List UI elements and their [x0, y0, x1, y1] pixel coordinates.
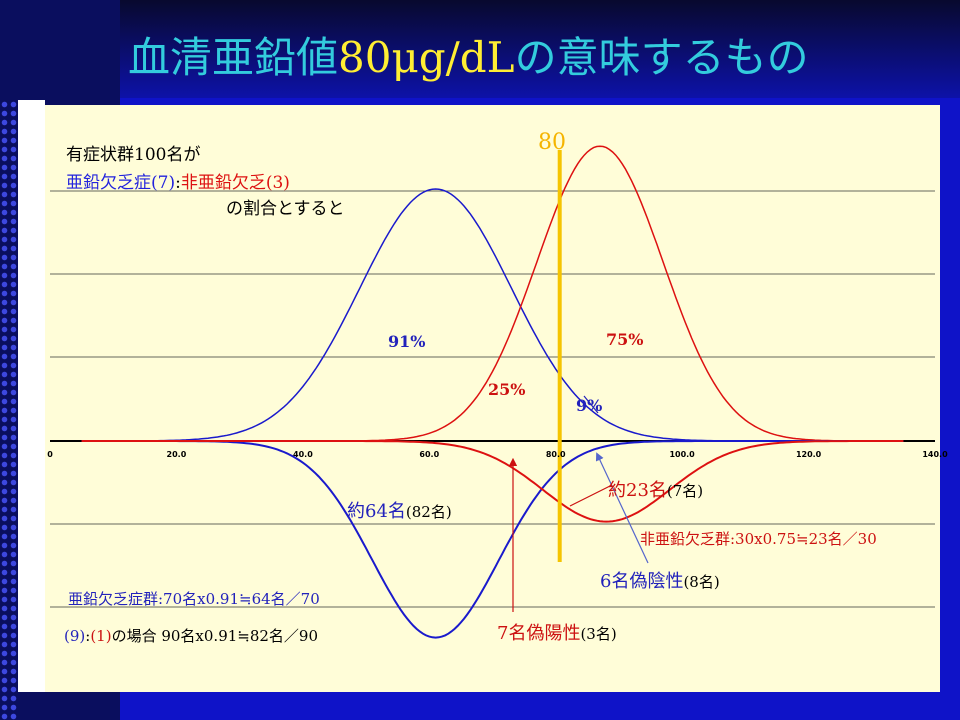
case-text: の場合 90名x0.91≒82名／90	[111, 627, 319, 645]
x-tick-label-6: 120.0	[796, 450, 822, 459]
case-blue: (9)	[64, 627, 86, 645]
false-positive-label: 7名偽陽性(3名)	[497, 619, 617, 645]
cutoff-label: 80	[538, 130, 566, 155]
case-red: (1)	[90, 627, 112, 645]
red-count: 約23名	[608, 480, 667, 501]
red-calc-label: 非亜鉛欠乏群:30x0.75≒23名／30	[640, 530, 877, 548]
chart-panel	[45, 105, 940, 692]
intro-line-1: 有症状群100名が	[66, 145, 201, 165]
intro-line-2: 亜鉛欠乏症(7):非亜鉛欠乏(3)	[66, 168, 290, 193]
slide-title: 血清亜鉛値80μg/dLの意味するもの	[128, 30, 809, 86]
false-negative: 6名偽陰性	[600, 571, 684, 592]
blue-count-label: 約64名(82名)	[347, 497, 452, 523]
white-strip	[18, 100, 45, 692]
case-sep: :	[85, 627, 91, 645]
x-tick-label-7: 140.0	[922, 450, 948, 459]
false-positive: 7名偽陽性	[497, 623, 581, 644]
blue-calc-label: 亜鉛欠乏症群:70名x0.91≒64名／70	[68, 590, 320, 608]
pct-75-label: 75%	[606, 330, 644, 349]
false-negative-label: 6名偽陰性(8名)	[600, 567, 720, 593]
arrow-false-negative	[595, 452, 649, 564]
series-curve-3	[81, 440, 904, 523]
blue-count: 約64名	[347, 501, 406, 522]
intro-deficient-label: 亜鉛欠乏症(7)	[66, 173, 176, 193]
x-tick-label-2: 40.0	[293, 450, 313, 459]
cutoff-line-80	[557, 150, 562, 562]
x-tick-label-4: 80.0	[546, 450, 566, 459]
title-band	[120, 0, 960, 98]
red-count-label: 約23名(7名)	[608, 476, 703, 502]
x-tick-label-1: 20.0	[167, 450, 187, 459]
series-curve-0	[81, 188, 904, 442]
false-negative-paren: (8名)	[683, 573, 720, 591]
x-tick-label-5: 100.0	[669, 450, 695, 459]
pct-25-label: 25%	[488, 380, 526, 399]
red-count-paren: (7名)	[666, 482, 704, 500]
arrow-9pct	[583, 395, 599, 414]
intro-line-3: の割合とすると	[226, 199, 345, 219]
case-calc-label: (9):(1)の場合 90名x0.91≒82名／90	[64, 625, 318, 646]
x-tick-label-3: 60.0	[419, 450, 439, 459]
title-part-b: 80μg/dL	[338, 33, 515, 82]
pct-91-label: 91%	[388, 332, 426, 351]
pct-9-label: 9%	[576, 396, 603, 415]
blue-count-paren: (82名)	[405, 503, 452, 521]
title-part-a: 血清亜鉛値	[128, 33, 339, 82]
arrow-count-red	[569, 484, 613, 507]
title-part-c: の意味するもの	[514, 33, 809, 82]
intro-separator: :	[175, 173, 181, 193]
false-positive-paren: (3名)	[580, 625, 617, 643]
intro-non-deficient-label: 非亜鉛欠乏(3)	[180, 173, 290, 193]
x-tick-label-0: 0	[47, 450, 53, 459]
decorative-dot-pattern	[0, 100, 18, 720]
